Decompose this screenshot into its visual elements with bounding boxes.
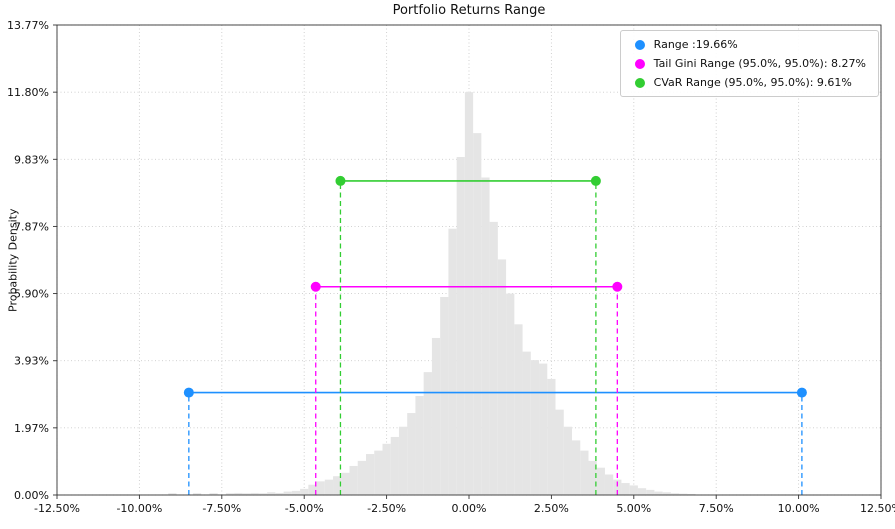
- histogram-bar: [456, 157, 465, 495]
- histogram-bar: [514, 324, 523, 495]
- histogram-bar: [168, 493, 177, 495]
- histogram-bar: [209, 493, 218, 495]
- histogram-bar: [192, 493, 202, 495]
- histogram-bar: [382, 443, 391, 495]
- histogram-bar: [341, 472, 350, 495]
- histogram-bar: [423, 372, 432, 495]
- histogram-bar: [687, 493, 696, 495]
- histogram-bar: [637, 488, 647, 495]
- histogram-bar: [267, 492, 276, 495]
- histogram-bar: [522, 351, 531, 495]
- histogram-bar: [431, 337, 441, 495]
- cvar-range-marker: [335, 175, 346, 186]
- histogram-bar: [670, 493, 680, 495]
- histogram-bar: [621, 483, 630, 495]
- histogram-bar: [596, 467, 605, 495]
- x-tick-label: 2.50%: [534, 502, 569, 515]
- histogram-bar: [250, 492, 259, 495]
- histogram-bar: [497, 259, 507, 495]
- tail-gini-marker-icon: [634, 58, 645, 69]
- histogram-bar: [580, 450, 589, 495]
- y-tick-label: 1.97%: [14, 422, 49, 435]
- legend-item-cvar-range: CVaR Range (95.0%, 95.0%): 9.61%: [629, 76, 866, 89]
- x-tick-label: 7.50%: [699, 502, 734, 515]
- histogram-bar: [374, 450, 383, 495]
- histogram-bar: [415, 395, 424, 495]
- range-marker: [796, 387, 807, 398]
- x-tick-label: -12.50%: [34, 502, 80, 515]
- histogram-bar: [481, 177, 490, 495]
- histogram-bar: [604, 474, 614, 495]
- cvar-marker-icon: [634, 77, 645, 88]
- x-tick-label: -10.00%: [116, 502, 162, 515]
- x-tick-label: 0.00%: [452, 502, 487, 515]
- x-tick-label: 12.50%: [860, 502, 895, 515]
- histogram-bar: [539, 363, 548, 495]
- y-tick-label: 11.80%: [7, 86, 49, 99]
- histogram-bar: [572, 440, 581, 495]
- legend: Range :19.66% Tail Gini Range (95.0%, 95…: [619, 30, 879, 97]
- histogram-bar: [283, 491, 292, 495]
- histogram-bar: [547, 378, 556, 495]
- y-tick-label: 0.00%: [14, 489, 49, 502]
- y-tick-label: 3.93%: [14, 355, 49, 368]
- x-tick-label: -7.50%: [202, 502, 241, 515]
- histogram-bar: [357, 460, 366, 495]
- y-tick-label: 5.90%: [14, 288, 49, 301]
- histogram-bar: [390, 436, 399, 495]
- histogram-bar: [646, 489, 655, 495]
- histogram-bar: [316, 481, 325, 495]
- histogram-bar: [473, 133, 482, 495]
- histogram-bar: [613, 479, 622, 495]
- histogram-bar: [440, 296, 449, 495]
- legend-item-tail-gini-range: Tail Gini Range (95.0%, 95.0%): 8.27%: [629, 57, 866, 70]
- histogram-bar: [324, 479, 334, 495]
- range-marker-icon: [634, 39, 645, 50]
- histogram-bar: [563, 426, 572, 495]
- histogram-bar: [275, 492, 284, 495]
- histogram-bar: [258, 493, 268, 495]
- y-axis-label: Probability Density: [6, 208, 20, 312]
- histogram-bar: [530, 360, 540, 495]
- tail-gini-range-marker: [310, 281, 321, 292]
- y-tick-label: 9.83%: [14, 153, 49, 166]
- histogram-bar: [464, 92, 474, 495]
- histogram-bar: [555, 409, 564, 495]
- histogram-bar: [654, 491, 663, 495]
- x-tick-label: -2.50%: [367, 502, 406, 515]
- histogram-bar: [506, 293, 515, 495]
- histogram-bar: [629, 485, 638, 495]
- histogram-bar: [588, 460, 597, 495]
- histogram-bar: [662, 492, 671, 495]
- cvar-range-marker: [590, 175, 601, 186]
- tail-gini-range-marker: [612, 281, 623, 292]
- range-marker: [183, 387, 194, 398]
- histogram-bar: [407, 413, 416, 495]
- x-tick-label: -5.00%: [285, 502, 324, 515]
- histogram-bar: [300, 488, 309, 495]
- histogram-bar: [333, 476, 342, 495]
- histogram-bar: [308, 484, 317, 495]
- histogram-bar: [349, 465, 358, 495]
- y-tick-label: 13.77%: [7, 19, 49, 32]
- histogram-bar: [234, 492, 243, 495]
- x-tick-label: 5.00%: [616, 502, 651, 515]
- histogram-bar: [448, 228, 457, 495]
- histogram-bar: [489, 221, 498, 496]
- y-tick-label: 7.87%: [14, 220, 49, 233]
- x-tick-label: 10.00%: [778, 502, 820, 515]
- legend-label-cvar-range: CVaR Range (95.0%, 95.0%): 9.61%: [653, 76, 852, 89]
- histogram-bar: [242, 493, 251, 495]
- legend-label-range: Range :19.66%: [653, 38, 738, 51]
- chart-title: Portfolio Returns Range: [392, 3, 546, 18]
- histogram-bar: [366, 454, 375, 495]
- histogram-bar: [225, 493, 235, 495]
- legend-label-tail-gini-range: Tail Gini Range (95.0%, 95.0%): 8.27%: [653, 57, 866, 70]
- legend-item-range: Range :19.66%: [629, 38, 866, 51]
- histogram-bar: [398, 426, 408, 495]
- histogram-bar: [679, 493, 688, 495]
- histogram-bar: [291, 490, 301, 495]
